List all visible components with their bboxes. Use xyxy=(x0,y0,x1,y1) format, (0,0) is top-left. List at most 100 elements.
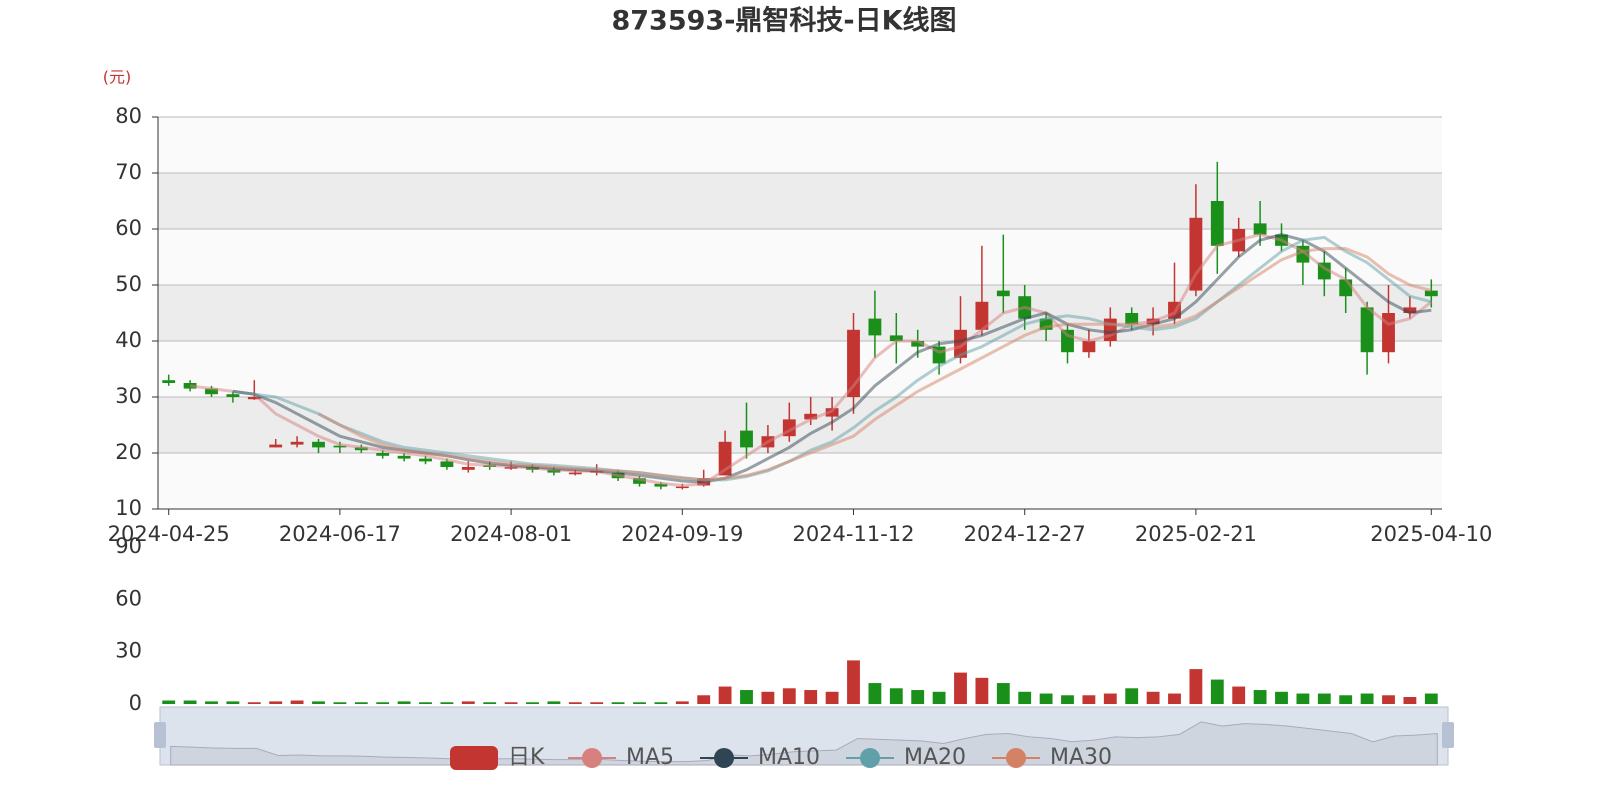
volume-bar xyxy=(1253,690,1267,704)
volume-bar xyxy=(889,688,903,704)
volume-bar xyxy=(1082,695,1096,704)
candle-body xyxy=(312,441,325,448)
x-tick-label: 2024-12-27 xyxy=(964,522,1086,546)
y-tick-label: 0 xyxy=(129,691,142,715)
volume-bar xyxy=(205,701,218,704)
volume-bar xyxy=(568,702,582,704)
volume-bar xyxy=(376,702,390,704)
volume-bar xyxy=(825,691,839,704)
volume-bar xyxy=(312,701,325,704)
y-tick-label: 80 xyxy=(115,104,142,128)
y-tick-label: 30 xyxy=(115,384,142,408)
volume-bar xyxy=(1146,691,1160,704)
candle-body xyxy=(975,301,989,330)
legend-item[interactable]: MA30 xyxy=(992,745,1112,770)
legend-icon xyxy=(1006,748,1026,768)
y-unit: (元) xyxy=(103,68,132,87)
chart-title: 873593-鼎智科技-日K线图 xyxy=(611,6,956,37)
volume-bar xyxy=(911,690,925,704)
volume-bar xyxy=(804,690,818,704)
volume-bar xyxy=(397,701,411,704)
volume-bar xyxy=(675,701,689,704)
volume-bar xyxy=(868,683,882,704)
x-tick-label: 2025-02-21 xyxy=(1135,522,1257,546)
candle-body xyxy=(911,341,925,347)
candle-body xyxy=(804,413,818,420)
candle-body xyxy=(269,444,283,448)
split-area xyxy=(158,341,1442,397)
candle-body xyxy=(333,445,347,448)
volume-bar xyxy=(633,702,646,704)
volume-bar xyxy=(226,701,240,704)
y-tick-label: 90 xyxy=(115,534,142,558)
candle-body xyxy=(1125,313,1139,325)
candle-body xyxy=(675,486,689,489)
candle-body xyxy=(740,430,753,448)
ma-line xyxy=(232,235,1432,482)
candle-body xyxy=(376,453,390,456)
zoom-handle[interactable] xyxy=(1442,722,1454,748)
volume-bar xyxy=(1168,693,1181,704)
volume-bar xyxy=(697,695,711,704)
x-tick-label: 2024-06-17 xyxy=(279,522,401,546)
volume-bar xyxy=(590,702,604,704)
candle-body xyxy=(1339,279,1353,297)
candle-body xyxy=(1061,329,1074,353)
volume-bar xyxy=(1103,693,1117,704)
y-tick-label: 40 xyxy=(115,328,142,352)
y-tick-label: 20 xyxy=(115,440,142,464)
candle-body xyxy=(226,394,240,397)
volume-bar xyxy=(162,700,176,704)
candle-body xyxy=(247,397,261,400)
volume-bar xyxy=(1232,686,1246,704)
legend-icon xyxy=(582,748,602,768)
volume-bar xyxy=(654,702,668,704)
candle-body xyxy=(1082,341,1096,353)
volume-bar xyxy=(1317,693,1331,704)
volume-bar xyxy=(1424,693,1438,704)
candle-body xyxy=(1189,217,1203,291)
data-zoom[interactable] xyxy=(154,706,1454,766)
candle-body xyxy=(1360,307,1374,353)
x-tick-label: 2024-04-25 xyxy=(108,522,230,546)
split-area xyxy=(158,229,1442,285)
legend-icon xyxy=(450,746,498,770)
legend-label: MA20 xyxy=(904,745,966,770)
legend: 日K MA5 MA10 MA20 MA30 xyxy=(450,745,1112,770)
volume-bar xyxy=(932,691,946,704)
volume-bar xyxy=(847,660,860,704)
legend-icon xyxy=(860,748,880,768)
volume-bar xyxy=(740,690,753,704)
volume-bar xyxy=(1275,691,1288,704)
volume-bar xyxy=(782,688,796,704)
zoom-handle[interactable] xyxy=(154,722,166,748)
y-tick-label: 60 xyxy=(115,586,142,610)
ma-line xyxy=(317,247,1432,482)
volume-bar xyxy=(954,672,967,704)
split-area xyxy=(158,453,1442,509)
candle-body xyxy=(183,383,197,389)
x-tick-label: 2024-08-01 xyxy=(450,522,572,546)
volume-bar xyxy=(718,686,732,704)
volume-bar xyxy=(483,702,497,704)
candle-body xyxy=(889,335,903,341)
candle-body xyxy=(1403,307,1417,313)
volume-bar xyxy=(440,702,454,704)
candle-body xyxy=(397,455,411,459)
legend-item[interactable]: MA20 xyxy=(846,745,966,770)
legend-item[interactable]: MA10 xyxy=(700,745,820,770)
volume-bar xyxy=(761,691,775,704)
legend-item[interactable]: MA5 xyxy=(568,745,674,770)
volume-bar xyxy=(1125,688,1139,704)
candle-body xyxy=(568,472,582,475)
candle-body xyxy=(654,483,668,487)
volume-bar xyxy=(1382,695,1395,704)
volume-bar xyxy=(461,701,475,704)
volume-bar xyxy=(183,700,197,704)
volume-bar xyxy=(996,683,1010,704)
volume-bar xyxy=(1360,693,1374,704)
volume-bar xyxy=(1296,693,1310,704)
legend-item[interactable]: 日K xyxy=(450,745,545,770)
y-tick-label: 10 xyxy=(115,496,142,520)
